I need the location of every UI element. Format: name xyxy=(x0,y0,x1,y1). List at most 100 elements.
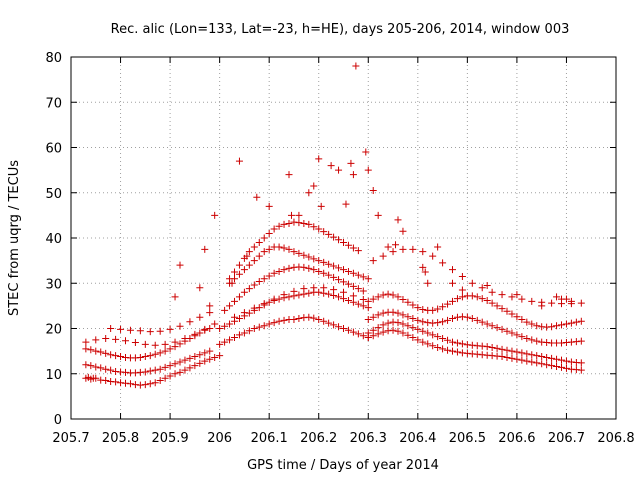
data-point xyxy=(399,320,407,328)
data-point xyxy=(235,331,243,339)
data-point xyxy=(255,252,263,260)
x-tick-label: 206.4 xyxy=(399,431,436,446)
data-point xyxy=(176,368,184,376)
data-point xyxy=(295,315,303,323)
data-point xyxy=(265,272,273,280)
data-point xyxy=(235,261,243,269)
data-point xyxy=(409,334,417,342)
data-point xyxy=(315,267,323,275)
data-point xyxy=(295,291,303,299)
data-point xyxy=(151,350,159,358)
data-point xyxy=(275,222,283,230)
data-point xyxy=(141,353,149,361)
data-point xyxy=(325,290,333,298)
data-point xyxy=(458,293,466,301)
data-point xyxy=(394,327,402,335)
data-point xyxy=(439,334,447,342)
data-point xyxy=(528,358,536,366)
data-point xyxy=(310,255,318,263)
data-point xyxy=(335,293,343,301)
data-point xyxy=(300,263,308,271)
data-point xyxy=(112,335,120,343)
x-tick-label: 206.1 xyxy=(251,431,288,446)
data-point xyxy=(349,269,357,277)
data-point xyxy=(196,284,204,292)
data-point xyxy=(503,353,511,361)
data-point xyxy=(478,295,486,303)
data-point xyxy=(414,304,422,312)
y-tick-label: 50 xyxy=(45,187,62,202)
data-point xyxy=(389,248,397,256)
data-point xyxy=(231,334,238,342)
data-points xyxy=(82,62,585,389)
data-point xyxy=(374,324,382,332)
data-point xyxy=(107,325,115,332)
data-point xyxy=(305,220,313,228)
data-point xyxy=(216,325,224,332)
data-point xyxy=(414,336,422,344)
data-point xyxy=(305,289,313,297)
x-tick-label: 206.3 xyxy=(350,431,387,446)
data-point xyxy=(171,370,179,378)
data-point xyxy=(404,322,412,330)
data-point xyxy=(349,298,357,306)
data-point xyxy=(344,296,352,304)
data-point xyxy=(112,378,120,386)
data-point xyxy=(421,268,429,276)
data-point xyxy=(330,291,338,299)
data-point xyxy=(518,356,526,364)
data-point xyxy=(260,300,268,308)
data-point xyxy=(240,329,248,337)
data-point xyxy=(206,355,214,363)
data-point xyxy=(508,329,516,337)
data-point xyxy=(488,322,496,330)
data-point xyxy=(315,257,323,265)
data-point xyxy=(518,295,526,303)
data-point xyxy=(572,318,580,326)
data-point xyxy=(325,319,333,327)
data-point xyxy=(151,379,159,387)
data-point xyxy=(384,290,392,298)
data-point xyxy=(349,292,357,300)
data-point xyxy=(463,313,471,321)
data-point xyxy=(523,350,531,358)
data-point xyxy=(206,347,214,355)
data-point xyxy=(548,299,556,307)
data-point xyxy=(290,248,298,256)
data-point xyxy=(483,296,491,304)
data-point xyxy=(359,273,367,281)
data-point xyxy=(240,266,248,274)
data-point xyxy=(389,291,397,299)
axis-ticks xyxy=(70,56,617,420)
data-point xyxy=(235,270,243,278)
data-point xyxy=(369,257,377,265)
x-tick-label: 206.2 xyxy=(300,431,337,446)
data-point xyxy=(235,293,243,301)
data-point xyxy=(449,338,456,346)
data-point xyxy=(320,284,328,292)
data-point xyxy=(577,366,585,374)
data-point xyxy=(508,310,516,318)
data-point xyxy=(384,243,392,251)
data-point xyxy=(498,345,506,353)
data-point xyxy=(240,288,248,296)
data-point xyxy=(243,252,251,260)
data-point xyxy=(82,345,90,353)
data-point xyxy=(364,315,372,323)
data-point xyxy=(310,223,318,231)
data-point xyxy=(102,365,110,373)
data-point xyxy=(533,322,541,330)
data-point xyxy=(146,352,154,360)
data-point xyxy=(483,343,491,351)
data-point xyxy=(231,313,238,321)
data-point xyxy=(409,245,417,253)
grid xyxy=(71,57,616,419)
data-point xyxy=(349,282,357,290)
data-point xyxy=(379,252,387,260)
data-point xyxy=(493,324,501,332)
data-point xyxy=(221,322,229,330)
data-point xyxy=(340,239,347,247)
data-point xyxy=(439,345,447,353)
data-point xyxy=(330,273,338,281)
data-point xyxy=(359,296,367,304)
